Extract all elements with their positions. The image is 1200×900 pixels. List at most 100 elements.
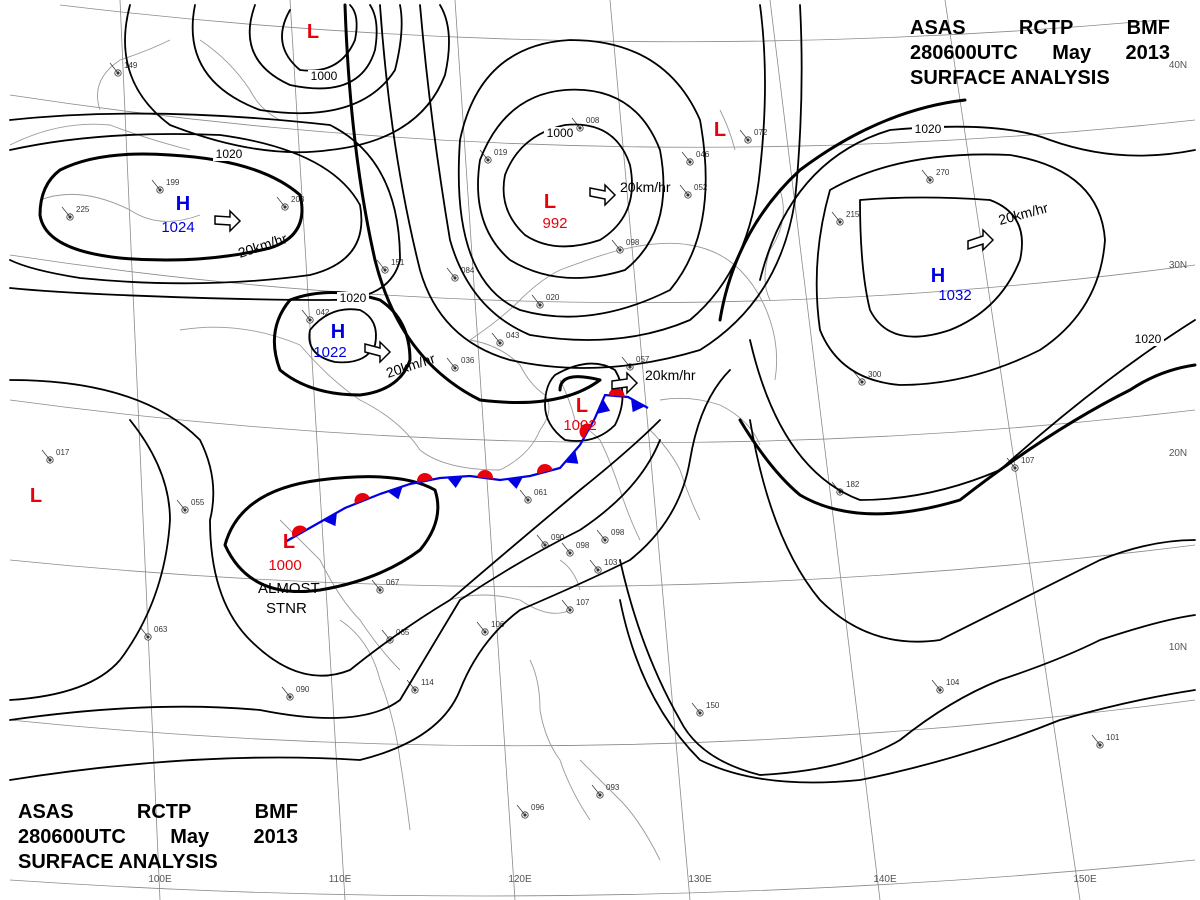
station-wind-barb bbox=[589, 559, 599, 571]
station-pressure: 098 bbox=[611, 528, 625, 537]
station-pressure: 103 bbox=[604, 558, 618, 567]
station-wind-barb bbox=[381, 629, 391, 641]
coastlines bbox=[9, 39, 784, 861]
low-pressure-marker: L bbox=[307, 21, 319, 43]
central-pressure: 1000 bbox=[268, 557, 301, 574]
isobar-label-bg bbox=[337, 292, 369, 305]
meridian-line bbox=[454, 0, 516, 900]
coastline bbox=[179, 326, 501, 471]
coastline bbox=[449, 594, 571, 614]
station-pressure: 093 bbox=[606, 783, 620, 792]
station-pressure: 043 bbox=[506, 331, 520, 340]
title-time: 280600UTC bbox=[18, 826, 126, 848]
latitude-label: 30N bbox=[1169, 260, 1187, 271]
station-wind-barb bbox=[406, 679, 416, 691]
warm-front-semicircle bbox=[417, 473, 433, 483]
low-pressure-marker: L bbox=[30, 485, 42, 507]
isobar bbox=[718, 98, 967, 322]
station-pressure: 072 bbox=[754, 128, 768, 137]
station-pressure: 215 bbox=[846, 210, 860, 219]
station-wind-barb bbox=[596, 529, 606, 541]
station-pressure: 090 bbox=[296, 685, 310, 694]
station-wind-barb bbox=[679, 184, 689, 196]
station-wind-barb bbox=[853, 371, 863, 383]
title-time: 280600UTC bbox=[910, 42, 1018, 64]
station-wind-barb bbox=[109, 62, 119, 74]
isobar bbox=[191, 4, 403, 115]
station-pressure: 067 bbox=[386, 578, 400, 587]
station-wind-barb bbox=[281, 686, 291, 698]
isobar bbox=[9, 419, 171, 701]
title-line-3: SURFACE ANALYSIS bbox=[910, 66, 1170, 91]
isobar bbox=[9, 369, 731, 781]
isobar-label-bg bbox=[912, 123, 944, 136]
longitude-label: 140E bbox=[873, 874, 897, 885]
isobar bbox=[859, 196, 1023, 338]
cold-front-triangle bbox=[564, 450, 579, 464]
warm-front-semicircle bbox=[477, 470, 493, 480]
movement-arrow bbox=[967, 228, 995, 252]
meridian-line bbox=[609, 0, 691, 900]
station-wind-barb bbox=[371, 579, 381, 591]
station-wind-barb bbox=[41, 449, 51, 461]
isobar bbox=[544, 362, 624, 442]
isobar bbox=[379, 4, 803, 369]
low-pressure-marker: L bbox=[544, 191, 556, 213]
title-line-1: ASAS RCTP BMF bbox=[18, 800, 298, 825]
station-pressure: 151 bbox=[391, 258, 405, 267]
latitude-line bbox=[9, 544, 1196, 588]
isobar-label-bg bbox=[213, 148, 245, 161]
station-pressure: 104 bbox=[946, 678, 960, 687]
title-code: BMF bbox=[1126, 17, 1170, 39]
coastline bbox=[559, 559, 581, 591]
title-block-top: ASAS RCTP BMF 280600UTC May 2013 SURFACE… bbox=[910, 16, 1170, 91]
title-line-2: 280600UTC May 2013 bbox=[18, 825, 298, 850]
coastline bbox=[659, 397, 761, 446]
central-pressure: 1022 bbox=[313, 344, 346, 361]
title-month: May bbox=[1052, 42, 1092, 64]
station-wind-barb bbox=[691, 702, 701, 714]
title-product: SURFACE ANALYSIS bbox=[18, 851, 218, 873]
cold-front-triangle bbox=[323, 512, 337, 527]
meridian-line bbox=[769, 0, 881, 900]
warm-front-semicircle bbox=[292, 525, 307, 538]
title-line-3: SURFACE ANALYSIS bbox=[18, 850, 298, 875]
movement-arrow bbox=[214, 209, 242, 233]
station-plots: 149 199 225 203 151 084 019 008 046 052 072 215 270 3… bbox=[41, 61, 1120, 819]
meridian-line bbox=[289, 0, 346, 900]
title-station: RCTP bbox=[1018, 17, 1074, 39]
meridian-line bbox=[119, 0, 161, 900]
warm-front-semicircle bbox=[579, 423, 592, 439]
coastline bbox=[339, 619, 411, 831]
station-wind-barb bbox=[611, 239, 621, 251]
station-pressure: 017 bbox=[56, 448, 70, 457]
cold-front-triangle bbox=[387, 486, 403, 500]
isobar-label-bg bbox=[544, 127, 576, 140]
title-station: RCTP bbox=[136, 801, 192, 823]
title-line-1: ASAS RCTP BMF bbox=[910, 16, 1170, 41]
station-wind-barb bbox=[1091, 734, 1101, 746]
front-status-label: STNR bbox=[266, 600, 307, 617]
high-pressure-marker: H bbox=[931, 265, 945, 287]
latitude-line bbox=[9, 699, 1196, 747]
latitude-line bbox=[9, 254, 1196, 304]
station-pressure: 055 bbox=[191, 498, 205, 507]
isobar bbox=[759, 125, 1196, 281]
central-pressure: 1032 bbox=[938, 287, 971, 304]
coastline bbox=[9, 123, 191, 151]
station-wind-barb bbox=[139, 626, 149, 638]
isobar bbox=[457, 39, 707, 318]
coastline bbox=[649, 429, 701, 521]
station-wind-barb bbox=[531, 294, 541, 306]
title-year: 2013 bbox=[253, 826, 299, 848]
station-pressure: 225 bbox=[76, 205, 90, 214]
station-wind-barb bbox=[376, 259, 386, 271]
station-pressure: 182 bbox=[846, 480, 860, 489]
high-pressure-marker: H bbox=[176, 193, 190, 215]
isobar-label: 1020 bbox=[340, 291, 367, 305]
coastline bbox=[579, 759, 661, 861]
isobar bbox=[223, 475, 440, 594]
coastline bbox=[599, 439, 641, 541]
cold-front-triangle bbox=[507, 476, 523, 489]
isobar bbox=[308, 308, 377, 364]
